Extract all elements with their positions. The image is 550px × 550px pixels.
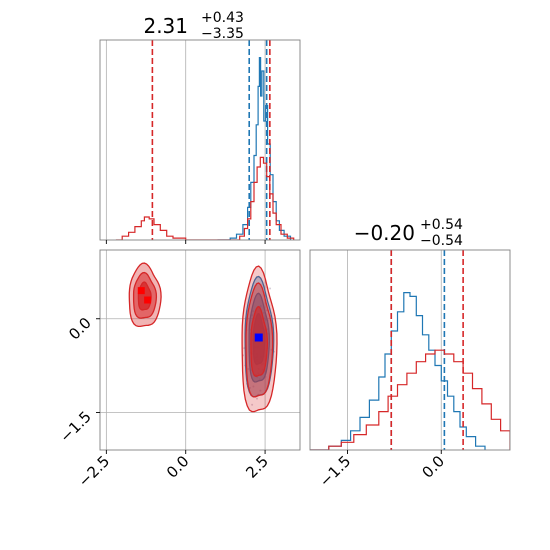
histogram-line [115,156,295,240]
best-fit-marker [254,333,263,342]
param1-title-lower: −3.35 [201,26,244,42]
histogram-line [310,292,486,450]
x-tick-label: 0.0 [163,452,193,482]
param2-title: −0.20 +0.54 −0.54 [354,217,463,249]
scatter-point [252,385,255,388]
scatter-point [247,368,250,371]
scatter-point [269,287,272,290]
y-tick-label: −1.5 [56,408,94,446]
param2-title-value: −0.20 [354,221,415,245]
y-tick-label: 0.0 [65,314,95,344]
scatter-point [256,397,259,400]
x-tick-label: −2.5 [75,452,113,490]
best-fit-markers [137,287,263,342]
hist2-frame [309,249,511,451]
scatter-point [251,403,254,406]
x-tick-label: 2.5 [242,452,272,482]
param1-title: 2.31 +0.43 −3.35 [143,10,243,42]
best-fit-marker [144,296,152,304]
param2-histogram-1 [310,250,486,450]
param1-histogram-1 [217,40,292,240]
hist1-frame [99,39,301,241]
histogram-line [310,349,510,450]
param2-histogram-2 [310,250,510,450]
param2-title-upper: +0.54 [420,217,463,233]
joint-frame [99,249,301,451]
param1-title-upper: +0.43 [201,10,244,26]
best-fit-marker [137,287,145,295]
x-tick-label: 0.0 [418,452,448,482]
scatter-point [259,389,262,392]
param1-histogram-2 [115,40,295,240]
histogram-line [217,57,292,240]
param2-title-lower: −0.54 [420,233,463,249]
scatter-point [265,309,268,312]
param1-title-value: 2.31 [143,14,188,38]
x-tick-label: −1.5 [316,452,354,490]
